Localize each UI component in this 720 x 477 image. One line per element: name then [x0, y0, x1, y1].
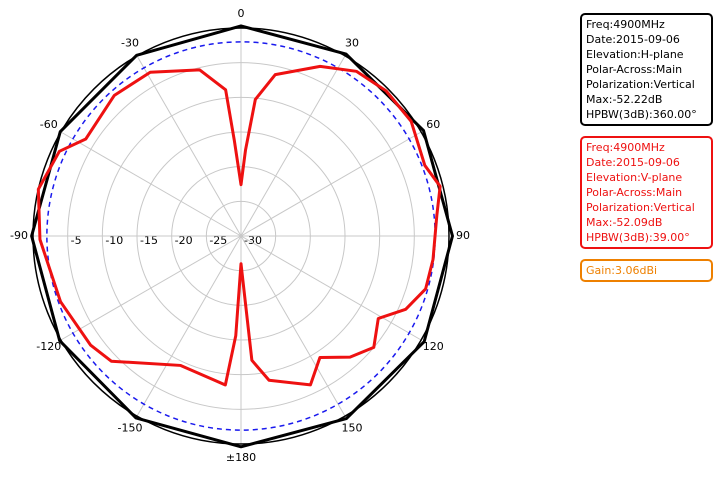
theta-tick-label: 60	[426, 118, 440, 131]
theta-tick-label: -60	[40, 118, 58, 131]
info-text: Max:-52.22dB	[586, 93, 662, 106]
theta-tick-label: 150	[342, 421, 363, 434]
r-tick-label: -10	[105, 234, 123, 247]
info-text: Polar-Across:Main	[586, 186, 682, 199]
pattern-line	[30, 24, 454, 449]
info-text: Elevation:H-plane	[586, 48, 684, 61]
info-text: Max:-52.09dB	[586, 216, 662, 229]
grid-spoke	[136, 55, 242, 237]
r-tick-label: -5	[71, 234, 82, 247]
info-box	[580, 136, 713, 249]
info-text: Freq:4900MHz	[586, 18, 665, 31]
r-tick-label: -25	[209, 234, 227, 247]
theta-tick-label: -150	[118, 421, 143, 434]
grid-spoke	[240, 131, 422, 237]
pattern-line	[36, 64, 442, 387]
theta-tick-label: 30	[345, 37, 359, 50]
info-text: HPBW(3dB):39.00°	[586, 231, 690, 244]
theta-tick-label: 120	[423, 340, 444, 353]
theta-tick-label: -90	[10, 229, 28, 242]
grid-spoke	[240, 235, 346, 417]
info-text: Polarization:Vertical	[586, 201, 695, 214]
grid-spoke	[60, 131, 242, 237]
info-text: Polar-Across:Main	[586, 63, 682, 76]
info-text: Elevation:V-plane	[586, 171, 682, 184]
r-tick-label: -30	[244, 234, 262, 247]
info-box	[580, 259, 713, 282]
grid-spoke	[240, 55, 346, 237]
theta-tick-label: -30	[121, 37, 139, 50]
info-text: HPBW(3dB):360.00°	[586, 108, 697, 121]
grid-spoke	[240, 235, 422, 341]
r-tick-label: -20	[175, 234, 193, 247]
info-text: Freq:4900MHz	[586, 141, 665, 154]
theta-tick-label: ±180	[226, 451, 256, 464]
grid-spoke	[60, 235, 242, 341]
info-text: Date:2015-09-06	[586, 33, 680, 46]
info-text: Gain:3.06dBi	[586, 264, 657, 277]
info-text: Date:2015-09-06	[586, 156, 680, 169]
theta-tick-label: -120	[36, 340, 61, 353]
theta-tick-label: 90	[456, 229, 470, 242]
info-box	[580, 13, 713, 126]
r-tick-label: -15	[140, 234, 158, 247]
info-text: Polarization:Vertical	[586, 78, 695, 91]
grid-spoke	[136, 235, 242, 417]
theta-tick-label: 0	[238, 7, 245, 20]
